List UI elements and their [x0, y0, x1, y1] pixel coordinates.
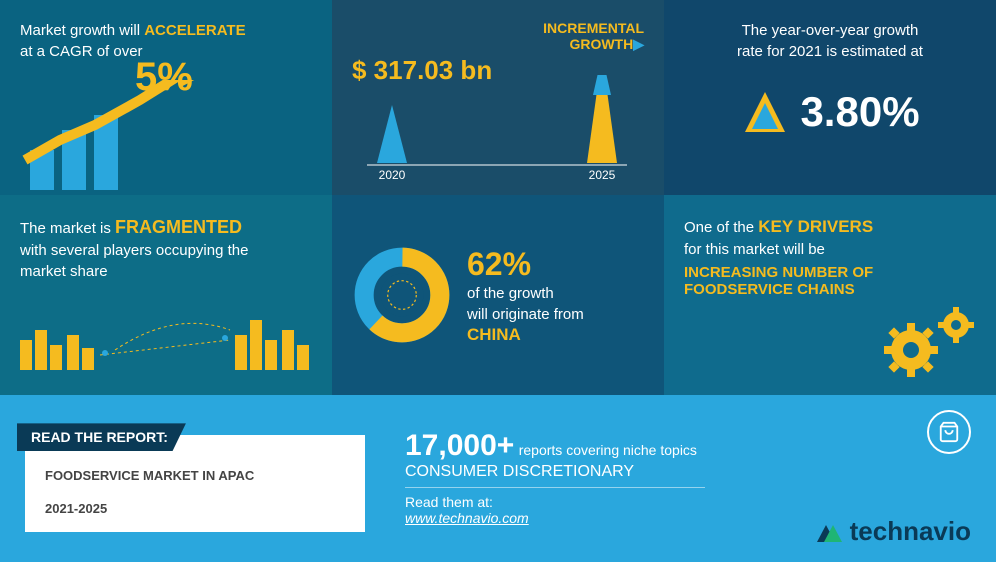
frag-text3: market share [20, 261, 312, 282]
shopping-bag-icon [927, 410, 971, 454]
report-ribbon: READ THE REPORT: [17, 423, 186, 451]
svg-text:2020: 2020 [379, 168, 406, 182]
frag-text: The market is FRAGMENTED [20, 215, 312, 240]
origin-text2: will originate from [467, 304, 584, 325]
fragmented-highlight: FRAGMENTED [115, 217, 242, 237]
panel-cagr: Market growth will ACCELERATE at a CAGR … [0, 0, 332, 195]
report-title-1: FOODSERVICE MARKET IN APAC [45, 467, 345, 485]
panel-origin: 62% of the growth will originate from CH… [332, 195, 664, 395]
yoy-text2: rate for 2021 is estimated at [684, 41, 976, 62]
frag-text2: with several players occupying the [20, 240, 312, 261]
triangle-icon [740, 87, 790, 137]
buildings-icon [15, 300, 315, 380]
svg-text:2025: 2025 [589, 168, 616, 182]
row-2: The market is FRAGMENTED with several pl… [0, 195, 996, 395]
report-category: CONSUMER DISCRETIONARY [405, 463, 971, 481]
yoy-text1: The year-over-year growth [684, 20, 976, 41]
driver-text2: for this market will be [684, 239, 976, 260]
donut-chart [352, 245, 452, 345]
gears-icon [876, 305, 986, 385]
row-1: Market growth will ACCELERATE at a CAGR … [0, 0, 996, 195]
yoy-value: 3.80% [800, 88, 919, 136]
accelerate-highlight: ACCELERATE [144, 22, 245, 39]
cagr-text: Market growth will ACCELERATE [20, 20, 312, 41]
growth-bars: 2020 2025 [357, 75, 637, 185]
report-count-suffix: reports covering niche topics [519, 442, 697, 458]
incremental-label: INCREMENTAL [543, 20, 644, 36]
panel-yoy: The year-over-year growth rate for 2021 … [664, 0, 996, 195]
report-box: READ THE REPORT: FOODSERVICE MARKET IN A… [25, 435, 365, 531]
infographic-container: Market growth will ACCELERATE at a CAGR … [0, 0, 996, 562]
divider [405, 487, 705, 488]
driver-text1: One of the KEY DRIVERS [684, 215, 976, 239]
origin-country: CHINA [467, 325, 584, 345]
report-count: 17,000+ [405, 429, 514, 462]
bar-arrow-chart [20, 80, 220, 190]
origin-percent: 62% [467, 246, 584, 283]
panel-incremental-growth: INCREMENTAL GROWTH▶ $ 317.03 bn 2020 202… [332, 0, 664, 195]
footer-right: 17,000+ reports covering niche topics CO… [405, 429, 971, 528]
read-label: Read them at: [405, 494, 971, 510]
report-title-2: 2021-2025 [45, 500, 345, 518]
origin-text1: of the growth [467, 283, 584, 304]
driver-highlight3: FOODSERVICE CHAINS [684, 281, 976, 298]
logo-icon [814, 517, 844, 547]
driver-highlight2: INCREASING NUMBER OF [684, 264, 976, 281]
growth-label: GROWTH [569, 36, 633, 52]
panel-drivers: One of the KEY DRIVERS for this market w… [664, 195, 996, 395]
technavio-logo: technavio [814, 516, 971, 547]
panel-fragmented: The market is FRAGMENTED with several pl… [0, 195, 332, 395]
footer: READ THE REPORT: FOODSERVICE MARKET IN A… [0, 395, 996, 562]
website-link[interactable]: www.technavio.com [405, 510, 529, 526]
logo-text: technavio [850, 516, 971, 547]
